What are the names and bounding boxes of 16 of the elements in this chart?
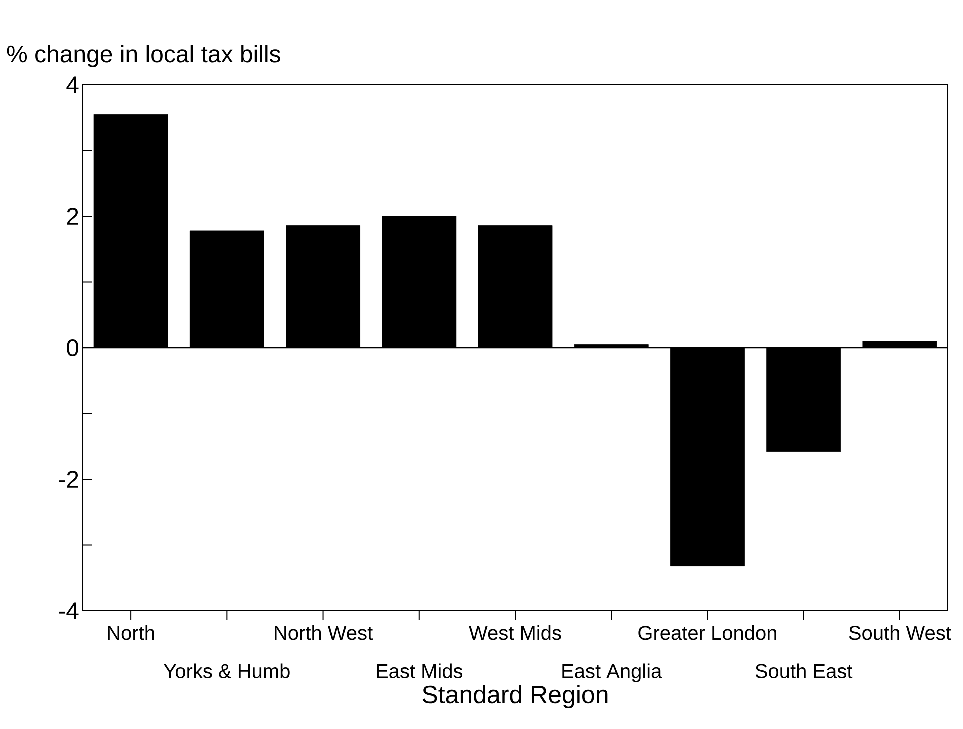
- x-tick-label: North West: [275, 626, 373, 640]
- x-tick-label: West Mids: [469, 626, 562, 640]
- x-tick-label: South West: [849, 626, 952, 640]
- y-tick-label: -2: [59, 471, 78, 488]
- y-tick-label: -4: [59, 602, 79, 620]
- y-tick-label: 0: [67, 340, 79, 356]
- x-tick-label: Yorks & Humb: [164, 664, 290, 678]
- y-axis-title: % change in local tax bills: [7, 45, 280, 68]
- x-tick-label: North: [108, 626, 154, 640]
- y-tick-label: 2: [67, 208, 78, 225]
- x-tick-label: South East: [756, 664, 853, 678]
- x-axis-title: Standard Region: [422, 685, 608, 709]
- y-tick-label: 4: [66, 76, 79, 94]
- x-tick-label: East Mids: [377, 664, 463, 678]
- x-tick-label: East Anglia: [562, 664, 662, 682]
- x-tick-label: Greater London: [638, 626, 776, 640]
